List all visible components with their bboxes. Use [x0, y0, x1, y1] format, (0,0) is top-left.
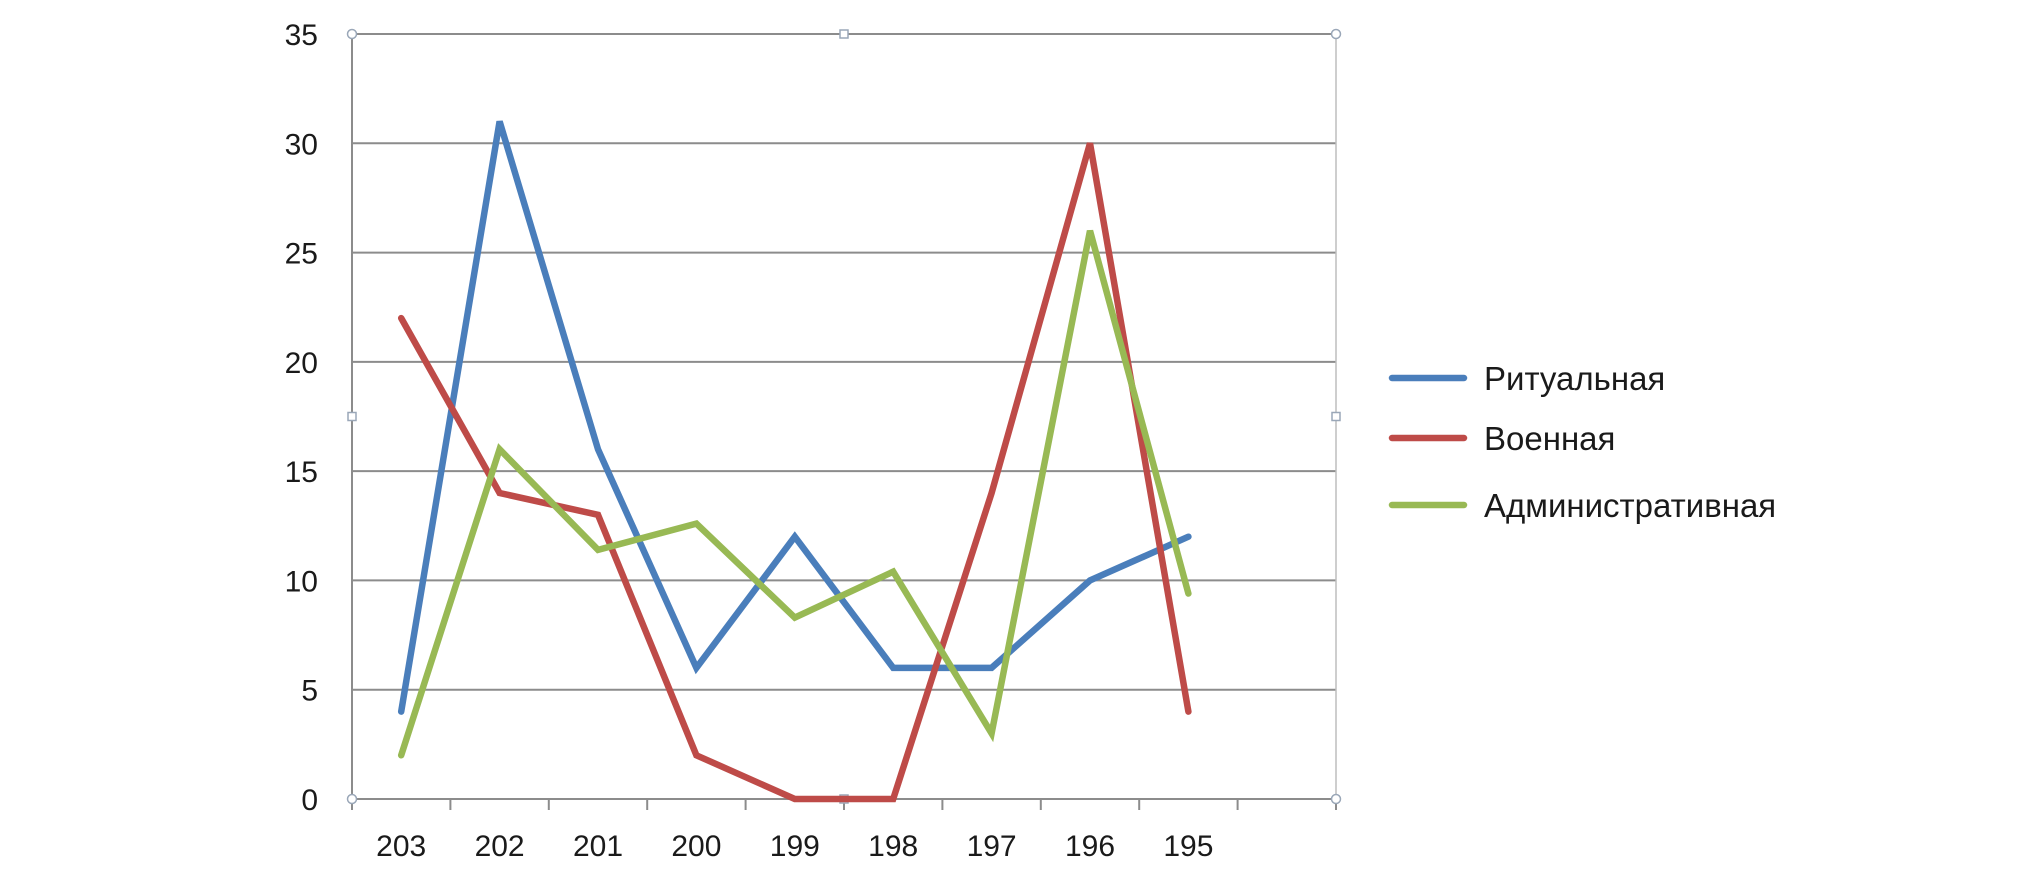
x-tick-label: 202: [475, 830, 525, 863]
edge-handle: [347, 411, 357, 422]
y-tick-label: 30: [285, 128, 318, 161]
corner-handle: [346, 793, 358, 805]
x-tick-label: 203: [376, 830, 426, 863]
x-tick-label: 195: [1163, 830, 1213, 863]
corner-handle: [1330, 793, 1342, 805]
edge-handle: [1331, 411, 1341, 422]
x-tick-label: 196: [1065, 830, 1115, 863]
gridlines: [352, 33, 1336, 691]
y-tick-label: 15: [285, 456, 318, 489]
y-tick-label: 0: [301, 784, 318, 817]
series-line-2: [397, 142, 1192, 803]
series-line-1: [397, 120, 1192, 715]
x-tick-label: 201: [573, 830, 623, 863]
x-tick-label: 198: [868, 830, 918, 863]
y-tick-label: 25: [285, 238, 318, 271]
x-tick-label: 199: [770, 830, 820, 863]
legend-label-1: Ритуальная: [1484, 360, 1665, 397]
y-tick-label: 5: [301, 675, 318, 708]
x-tick-label: 200: [671, 830, 721, 863]
y-tick-label: 10: [285, 565, 318, 598]
x-tick-label: 197: [967, 830, 1017, 863]
legend-label-2: Военная: [1484, 420, 1615, 457]
plot-series: [397, 120, 1192, 803]
y-tick-label: 20: [285, 347, 318, 380]
corner-handle: [1330, 28, 1342, 40]
legend: Ритуальная Военная Административная: [1388, 360, 1776, 524]
series-line-3: [397, 229, 1192, 759]
edge-handle: [839, 29, 849, 39]
tick-labels: 0 5 10 15 20 25 30 35 203 202 201 200 199 198 197 196 19…: [285, 19, 1214, 863]
legend-label-3: Административная: [1484, 487, 1776, 524]
y-tick-label: 35: [285, 19, 318, 52]
corner-handle: [346, 28, 358, 40]
